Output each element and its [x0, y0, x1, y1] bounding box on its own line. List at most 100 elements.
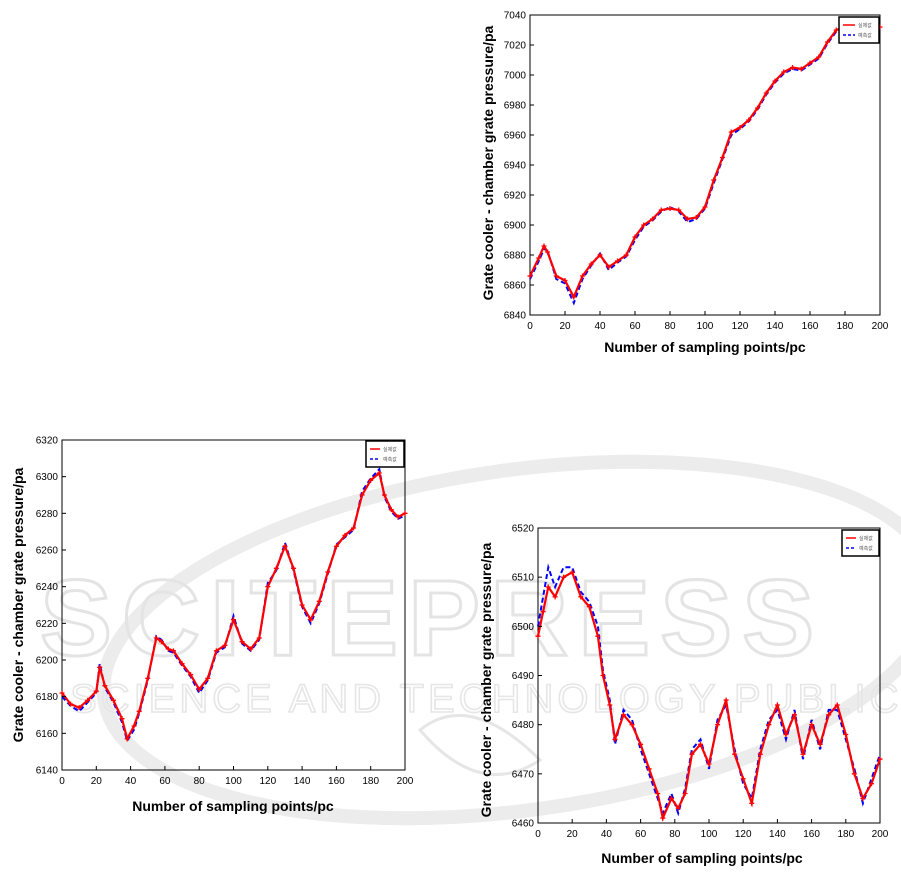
data-point-actual [308, 617, 314, 623]
data-point-actual [59, 690, 65, 696]
data-point-actual [170, 648, 176, 654]
series-layer [527, 19, 883, 306]
y-tick-label: 6920 [504, 191, 527, 202]
y-tick-label: 6220 [36, 619, 59, 630]
data-point-actual [395, 514, 401, 520]
data-point-actual [689, 751, 695, 757]
y-tick-label: 6280 [36, 509, 59, 520]
x-tick-label: 200 [397, 776, 414, 787]
data-point-actual [248, 646, 254, 652]
y-tick-label: 6500 [512, 622, 535, 633]
data-point-actual [265, 584, 271, 590]
legend-box [841, 529, 880, 557]
data-point-actual [790, 65, 795, 70]
x-tick-label: 180 [837, 321, 854, 332]
x-tick-label: 80 [194, 776, 206, 787]
legend-label-actual: 실제값 [383, 446, 397, 453]
data-point-actual [179, 661, 185, 667]
data-point-actual [93, 688, 99, 694]
y-tick-label: 6180 [36, 692, 59, 703]
data-point-actual [834, 702, 840, 708]
x-tick-label: 20 [91, 776, 103, 787]
legend: 실제값 예측값 [365, 440, 405, 468]
y-tick-label: 6300 [36, 472, 59, 483]
x-tick-label: 20 [559, 321, 571, 332]
x-axis-label: Number of sampling points/pc [604, 339, 806, 355]
data-point-actual [757, 751, 763, 757]
y-axis-label: Grate cooler - chamber grate pressure/pa [480, 25, 496, 300]
plot-frame [537, 527, 881, 824]
data-point-actual [351, 525, 357, 531]
data-point-actual [569, 569, 575, 575]
x-tick-label: 40 [594, 321, 606, 332]
legend: 실제값 예측값 [838, 16, 880, 44]
data-point-actual [213, 648, 219, 654]
data-point-actual [800, 751, 806, 757]
data-point-actual [749, 800, 755, 806]
x-tick-label: 140 [294, 776, 311, 787]
y-tick-label: 6200 [36, 656, 59, 667]
legend: 실제값 예측값 [841, 529, 880, 557]
y-axis-label: Grate cooler - chamber grate pressure/pa [478, 542, 494, 817]
x-tick-label: 120 [735, 829, 752, 840]
data-point-actual [833, 27, 839, 33]
data-point-actual [561, 574, 567, 580]
series-layer [59, 467, 408, 744]
x-tick-label: 160 [328, 776, 345, 787]
y-tick-label: 6470 [512, 769, 535, 780]
data-point-actual [825, 39, 830, 45]
data-point-actual [607, 702, 613, 708]
data-point-actual [578, 594, 584, 600]
series-line-actual [529, 21, 881, 300]
data-point-actual [817, 741, 823, 747]
data-point-actual [145, 675, 151, 681]
x-tick-label: 0 [535, 829, 541, 840]
data-point-actual [68, 701, 74, 707]
data-point-actual [342, 532, 348, 538]
data-point-actual [781, 69, 787, 75]
data-point-actual [536, 255, 542, 261]
legend-label-actual: 실제값 [858, 22, 872, 29]
x-tick-label: 180 [837, 829, 854, 840]
data-point-actual [136, 708, 142, 714]
y-tick-label: 6880 [504, 251, 527, 262]
data-point-actual [158, 639, 164, 645]
data-point-actual [755, 105, 760, 111]
data-point-actual [571, 294, 577, 300]
data-point-actual [376, 470, 382, 476]
data-point-actual [772, 78, 778, 84]
data-point-actual [606, 264, 612, 270]
data-point-actual [682, 791, 688, 796]
x-tick-label: 200 [872, 321, 889, 332]
y-tick-label: 6940 [504, 161, 527, 172]
data-point-actual [843, 732, 849, 737]
data-point-actual [668, 795, 674, 801]
data-point-actual [816, 54, 822, 60]
y-tick-label: 6520 [512, 524, 535, 535]
data-point-actual [715, 722, 721, 728]
data-point-actual [545, 584, 551, 590]
y-tick-label: 7000 [504, 71, 527, 82]
legend-label-predicted: 예측값 [858, 32, 872, 39]
tick-layer: 0 20 40 60 80 100 120 140 160 180 200 6460 6470 6480 6… [512, 524, 889, 841]
data-point-actual [676, 207, 682, 213]
y-tick-label: 6460 [512, 819, 535, 830]
data-point-actual [131, 723, 137, 729]
x-tick-label: 140 [767, 321, 784, 332]
data-point-actual [256, 635, 262, 641]
chart-area: 0 20 40 60 80 100 120 140 160 180 200 6840 6860 6880 6… [480, 11, 889, 356]
data-point-actual [798, 66, 804, 72]
data-point-actual [646, 766, 652, 772]
x-tick-label: 60 [635, 829, 647, 840]
data-point-actual [325, 569, 331, 575]
y-tick-label: 6510 [512, 573, 535, 584]
data-point-actual [877, 756, 883, 762]
data-point-actual [629, 722, 635, 728]
data-point-actual [732, 751, 738, 757]
data-point-actual [562, 278, 568, 283]
data-point-actual [188, 672, 194, 678]
x-axis-label: Number of sampling points/pc [601, 850, 803, 866]
data-point-actual [85, 697, 91, 703]
data-point-actual [783, 732, 789, 737]
data-point-actual [119, 716, 125, 722]
